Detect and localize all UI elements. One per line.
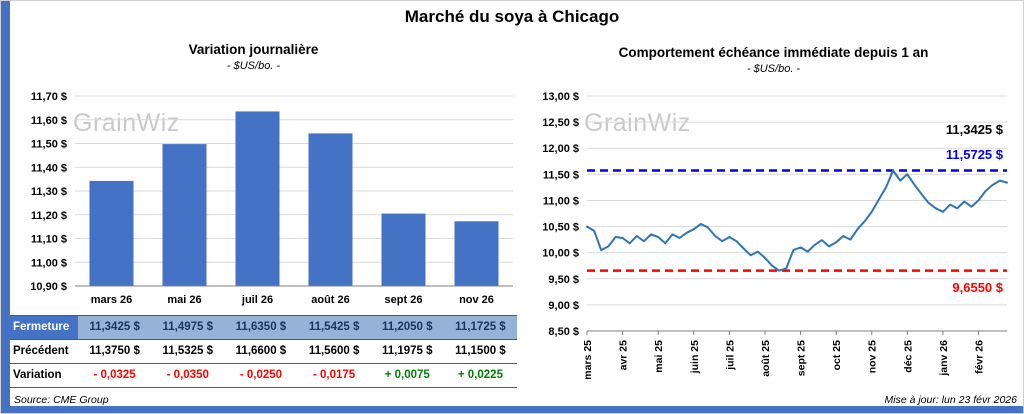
source-note: Source: CME Group <box>14 394 109 406</box>
table-cell: 11,3750 $ <box>89 345 140 357</box>
svg-text:11,20 $: 11,20 $ <box>31 210 67 222</box>
svg-text:8,50 $: 8,50 $ <box>548 326 579 338</box>
svg-text:mars 26: mars 26 <box>91 294 133 306</box>
svg-text:11,50 $: 11,50 $ <box>543 169 579 181</box>
high-reference-label: 11,5725 $ <box>945 147 1003 162</box>
svg-text:déc 25: déc 25 <box>902 340 914 373</box>
svg-text:sept 25: sept 25 <box>796 340 808 376</box>
svg-text:août 25: août 25 <box>760 340 772 377</box>
svg-text:11,60 $: 11,60 $ <box>31 115 67 127</box>
svg-text:juil 25: juil 25 <box>724 340 736 371</box>
line-chart-title: Comportement échéance immédiate depuis 1… <box>618 45 929 60</box>
left-accent-bar <box>1 1 10 413</box>
svg-text:11,10 $: 11,10 $ <box>31 234 67 246</box>
bar-chart-subtitle: - $US/bo. - <box>226 60 281 72</box>
svg-text:nov 25: nov 25 <box>867 340 879 373</box>
table-cell: - 0,0175 <box>313 369 356 381</box>
table-row-close: Fermeture 11,3425 $ 11,4975 $ 11,6350 $ 11,5… <box>10 315 517 340</box>
grainwiz-watermark: GrainWiz <box>584 109 691 137</box>
page-title: Marché du soya à Chicago <box>404 7 620 26</box>
svg-text:12,50 $: 12,50 $ <box>542 117 579 129</box>
svg-text:mars 25: mars 25 <box>582 340 594 380</box>
svg-text:10,50 $: 10,50 $ <box>542 222 579 234</box>
svg-text:sept 26: sept 26 <box>385 294 423 306</box>
table-cell: - 0,0350 <box>166 369 209 381</box>
table-cell: 11,1975 $ <box>382 345 433 357</box>
row-label: Fermeture <box>10 316 78 339</box>
table-cell: 11,2050 $ <box>382 321 433 333</box>
svg-text:11,70 $: 11,70 $ <box>31 91 67 103</box>
bar-sept 26 <box>381 213 426 286</box>
svg-text:11,30 $: 11,30 $ <box>31 186 67 198</box>
table-cell: 11,5325 $ <box>162 345 214 357</box>
svg-text:10,90 $: 10,90 $ <box>30 281 67 293</box>
table-row-variation: Variation - 0,0325 - 0,0350 - 0,0250 - 0,017… <box>10 364 517 388</box>
svg-text:9,50 $: 9,50 $ <box>548 274 579 286</box>
bar-juil 26 <box>235 111 280 286</box>
svg-text:août 26: août 26 <box>311 294 350 306</box>
bar-nov 26 <box>454 221 499 286</box>
table-cell: - 0,0250 <box>239 369 283 381</box>
table-cell: 11,6600 $ <box>235 345 287 357</box>
svg-text:avr 25: avr 25 <box>618 340 630 371</box>
svg-text:11,40 $: 11,40 $ <box>31 162 67 174</box>
table-row-previous: Précédent 11,3750 $ 11,5325 $ 11,6600 $ 11,5… <box>10 340 517 364</box>
table-cell: - 0,0325 <box>93 369 136 381</box>
price-table: Fermeture 11,3425 $ 11,4975 $ 11,6350 $ 11,5… <box>10 315 517 388</box>
current-price-label: 11,3425 $ <box>945 122 1003 137</box>
svg-text:10,00 $: 10,00 $ <box>542 248 579 260</box>
svg-text:11,00 $: 11,00 $ <box>31 257 67 269</box>
table-cell: 11,3425 $ <box>89 321 140 333</box>
svg-text:11,00 $: 11,00 $ <box>543 195 579 207</box>
svg-text:janv 26: janv 26 <box>938 340 950 377</box>
table-cell: 11,5600 $ <box>308 345 360 357</box>
row-label: Variation <box>13 369 62 381</box>
price-series-line <box>586 169 1008 272</box>
svg-text:12,00 $: 12,00 $ <box>542 143 579 155</box>
line-chart-subtitle: - $US/bo. - <box>746 63 801 75</box>
svg-text:mai 25: mai 25 <box>653 340 665 373</box>
svg-text:13,00 $: 13,00 $ <box>542 91 579 103</box>
bottom-accent-bar <box>1 406 1023 413</box>
table-cell: + 0,0075 <box>384 369 430 381</box>
svg-text:nov 26: nov 26 <box>459 294 494 306</box>
bar-août 26 <box>308 133 353 286</box>
table-cell: 11,5425 $ <box>308 321 360 333</box>
svg-text:9,00 $: 9,00 $ <box>548 300 579 312</box>
svg-text:mai 26: mai 26 <box>167 294 201 306</box>
table-cell: 11,1725 $ <box>455 321 506 333</box>
svg-text:juil 26: juil 26 <box>241 294 273 306</box>
bar-mai 26 <box>162 144 207 286</box>
bar-chart-title: Variation journalière <box>188 42 319 57</box>
table-cell: 11,1500 $ <box>455 345 506 357</box>
updated-note: Mise à jour: lun 23 févr 2026 <box>884 394 1018 406</box>
daily-variation-bar-chart: 10,90 $ 11,00 $ 11,10 $ 11,20 $ 11,30 $ 11,40… <box>30 91 513 306</box>
grainwiz-watermark: GrainWiz <box>73 109 180 137</box>
table-cell: 11,4975 $ <box>162 321 214 333</box>
low-reference-label: 9,6550 $ <box>952 280 1003 295</box>
svg-text:févr 26: févr 26 <box>974 340 986 374</box>
bar-mars 26 <box>89 180 134 286</box>
front-month-line-chart: 8,50 $ 9,00 $ 9,50 $ 10,00 $ 10,50 $ 11,00 $ 1… <box>542 91 1008 380</box>
row-label: Précédent <box>13 345 69 357</box>
table-cell: 11,6350 $ <box>235 321 287 333</box>
svg-text:juin 25: juin 25 <box>689 340 701 374</box>
svg-text:oct 25: oct 25 <box>831 340 843 371</box>
table-cell: + 0,0225 <box>457 369 503 381</box>
svg-text:11,50 $: 11,50 $ <box>31 139 67 151</box>
